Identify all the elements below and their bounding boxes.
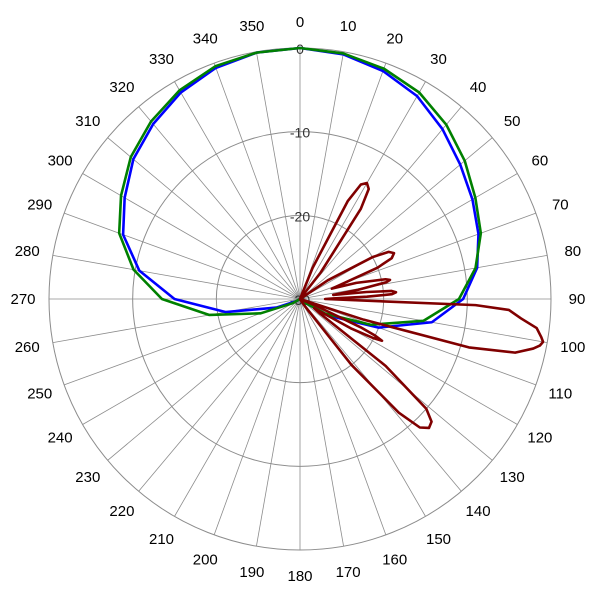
angle-tick-label: 250 [27, 386, 52, 403]
angle-tick-label: 160 [382, 551, 407, 568]
angle-tick-label: 0 [296, 14, 304, 31]
grid-spoke-20 [299, 63, 387, 300]
grid-spoke-290 [64, 212, 301, 300]
grid-spoke-110 [299, 298, 536, 386]
grid-spoke-350 [256, 51, 301, 300]
grid-spoke-240 [82, 298, 301, 425]
grid-circle--10 [132, 131, 468, 467]
angle-tick-label: 200 [193, 551, 218, 568]
grid-spoke-210 [174, 298, 301, 517]
series-line-3 [298, 181, 545, 430]
grid-spoke-10 [299, 51, 344, 300]
grid-spoke-60 [299, 173, 518, 300]
polar-grid [48, 47, 552, 551]
angle-tick-label: 240 [48, 430, 73, 447]
grid-spoke-200 [213, 298, 301, 535]
angle-tick-label: 20 [386, 31, 403, 48]
angle-tick-label: 300 [48, 153, 73, 170]
angle-tick-label: 330 [149, 51, 174, 68]
angle-tick-label: 290 [27, 196, 52, 213]
angle-tick-label: 220 [109, 503, 134, 520]
grid-spoke-340 [213, 63, 301, 300]
angle-tick-label: 180 [287, 568, 312, 585]
angle-tick-labels: 0 10 20 30 40 50 60 70 80 90 100 110 120 130 140 150 160… [10, 14, 585, 585]
grid-spoke-310 [107, 137, 301, 300]
angle-tick-label: 260 [15, 339, 40, 356]
grid-spoke-300 [82, 173, 301, 300]
grid-spoke-230 [107, 298, 301, 461]
grid-spoke-280 [52, 255, 301, 300]
angle-tick-label: 40 [470, 79, 487, 96]
grid-spoke-260 [52, 298, 301, 343]
grid-circle--20 [215, 214, 385, 384]
series-lines [117, 46, 545, 430]
grid-spoke-190 [256, 298, 301, 547]
grid-spoke-130 [299, 298, 493, 461]
angle-tick-label: 340 [193, 31, 218, 48]
angle-tick-label: 320 [109, 79, 134, 96]
angle-tick-label: 210 [149, 531, 174, 548]
angle-tick-label: 80 [564, 243, 581, 260]
angle-tick-label: 270 [10, 291, 35, 308]
angle-tick-label: 50 [504, 113, 521, 130]
angle-tick-label: 140 [466, 503, 491, 520]
angle-tick-label: 170 [336, 564, 361, 581]
angle-tick-label: 120 [527, 430, 552, 447]
angle-tick-label: 230 [75, 469, 100, 486]
grid-spoke-80 [299, 255, 548, 300]
angle-tick-label: 10 [340, 18, 357, 35]
angle-tick-label: 150 [426, 531, 451, 548]
grid-spoke-150 [299, 298, 426, 517]
grid-spoke-220 [138, 298, 301, 492]
radial-tick-label: -20 [290, 208, 310, 224]
angle-tick-label: 100 [560, 339, 585, 356]
angle-tick-label: 110 [548, 386, 572, 403]
grid-spoke-40 [299, 106, 462, 300]
angle-tick-label: 310 [75, 113, 100, 130]
grid-spoke-320 [138, 106, 301, 300]
radial-tick-label: -10 [290, 125, 310, 141]
angle-tick-label: 90 [569, 291, 586, 308]
angle-tick-label: 130 [500, 469, 525, 486]
angle-tick-label: 70 [552, 196, 569, 213]
angle-tick-label: 350 [239, 18, 264, 35]
grid-spoke-30 [299, 81, 426, 300]
angle-tick-label: 30 [430, 51, 447, 68]
grid-spoke-170 [299, 298, 344, 547]
grid-spoke-160 [299, 298, 387, 535]
grid-spoke-330 [174, 81, 301, 300]
angle-tick-label: 190 [239, 564, 264, 581]
angle-tick-label: 280 [15, 243, 40, 260]
angle-tick-label: 60 [532, 153, 549, 170]
